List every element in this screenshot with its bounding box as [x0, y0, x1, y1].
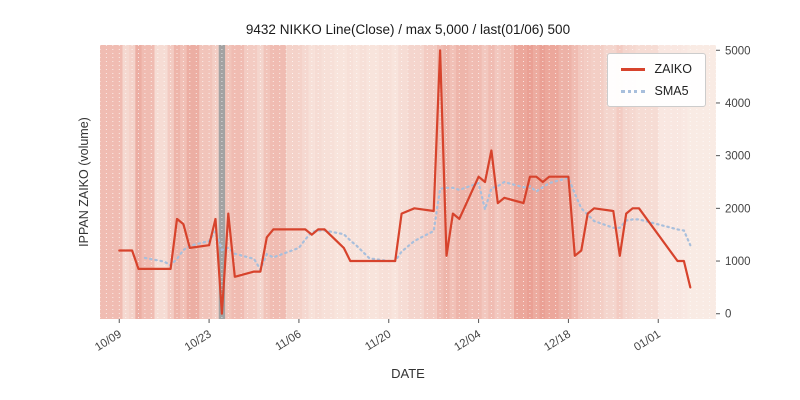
- heat-band: [513, 45, 527, 319]
- heat-band: [244, 45, 258, 319]
- x-axis-label: DATE: [391, 366, 425, 381]
- x-tick-label: 11/20: [363, 328, 393, 353]
- y-axis-ticks: 0 1000 2000 3000 4000 5000: [716, 45, 751, 321]
- heat-band: [456, 45, 469, 319]
- y-tick-label: 0: [725, 309, 731, 321]
- x-tick-label: 01/01: [632, 328, 663, 353]
- heat-band: [379, 45, 392, 319]
- heat-band: [408, 45, 424, 319]
- x-tick-label: 12/18: [542, 328, 573, 353]
- legend-label-zaiko: ZAIKO: [654, 62, 692, 76]
- y-tick-label: 5000: [725, 45, 751, 57]
- zaiko-line-swatch: [621, 67, 646, 71]
- legend-item-zaiko: ZAIKO: [621, 62, 692, 76]
- legend-label-sma5: SMA5: [654, 84, 689, 98]
- sma5-line: [143, 176, 692, 272]
- heat-band: [398, 45, 408, 319]
- heat-band: [270, 45, 286, 319]
- x-tick-label: 12/04: [452, 328, 483, 354]
- heat-band: [366, 45, 380, 319]
- heat-band: [658, 45, 681, 319]
- heat-band: [141, 45, 155, 319]
- x-axis-ticks: 10/09 10/23 11/06 11/20 12/04 12/18 01/01: [93, 319, 663, 354]
- heat-band: [186, 45, 200, 319]
- heat-band: [154, 45, 168, 319]
- legend-item-sma5: SMA5: [621, 84, 692, 98]
- legend: ZAIKO SMA5: [607, 53, 706, 107]
- chart-title: 9432 NIKKO Line(Close) / max 5,000 / las…: [245, 22, 571, 37]
- y-tick-label: 2000: [725, 203, 751, 215]
- heat-band: [334, 45, 347, 319]
- heat-band: [286, 45, 303, 319]
- sma5-line-swatch: [621, 89, 646, 93]
- y-tick-label: 1000: [725, 256, 751, 268]
- y-tick-label: 3000: [725, 151, 751, 163]
- x-tick-label: 11/06: [273, 328, 303, 353]
- heat-band: [590, 45, 604, 319]
- heat-band: [321, 45, 335, 319]
- x-tick-label: 10/23: [183, 328, 214, 353]
- heat-band: [231, 45, 245, 319]
- heat-band: [100, 45, 123, 319]
- y-tick-label: 4000: [725, 98, 751, 110]
- heat-band: [635, 45, 659, 319]
- heat-band: [199, 45, 213, 319]
- zaiko-line: [118, 49, 692, 315]
- x-tick-label: 10/09: [93, 328, 124, 353]
